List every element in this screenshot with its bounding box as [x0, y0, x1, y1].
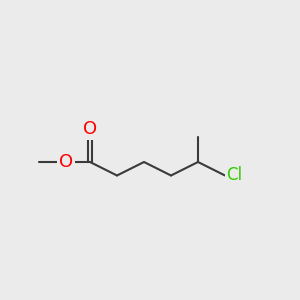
Text: O: O	[83, 120, 97, 138]
Text: Cl: Cl	[226, 167, 243, 184]
Text: O: O	[59, 153, 73, 171]
